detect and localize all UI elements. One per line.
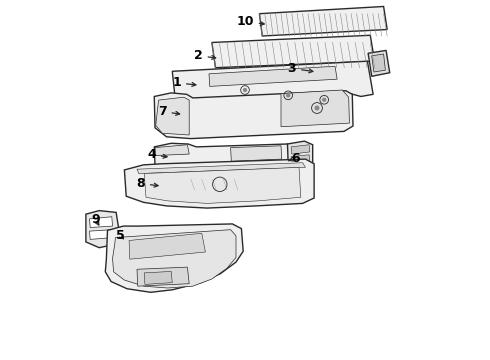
Polygon shape — [137, 267, 189, 286]
Polygon shape — [172, 61, 373, 105]
Text: 7: 7 — [158, 105, 180, 118]
Polygon shape — [156, 97, 189, 135]
Text: 1: 1 — [172, 76, 196, 89]
Text: 2: 2 — [194, 49, 216, 62]
Circle shape — [315, 105, 319, 111]
Polygon shape — [259, 6, 387, 36]
Polygon shape — [137, 163, 305, 174]
Polygon shape — [90, 230, 113, 239]
Polygon shape — [212, 35, 374, 68]
Polygon shape — [144, 271, 172, 284]
Text: 4: 4 — [147, 148, 167, 161]
Circle shape — [286, 93, 291, 98]
Polygon shape — [129, 233, 205, 259]
Polygon shape — [291, 155, 310, 164]
Polygon shape — [105, 224, 243, 292]
Polygon shape — [231, 146, 282, 161]
Polygon shape — [144, 167, 301, 203]
Text: 9: 9 — [91, 213, 100, 226]
Polygon shape — [288, 141, 313, 168]
Circle shape — [243, 88, 247, 92]
Polygon shape — [291, 145, 310, 154]
Polygon shape — [154, 91, 353, 139]
Polygon shape — [90, 217, 113, 228]
Text: 10: 10 — [236, 15, 264, 28]
Circle shape — [322, 98, 326, 102]
Text: 6: 6 — [288, 152, 300, 165]
Text: 5: 5 — [117, 229, 125, 242]
Polygon shape — [281, 90, 349, 127]
Polygon shape — [113, 230, 236, 288]
Polygon shape — [368, 50, 390, 76]
Polygon shape — [209, 66, 337, 86]
Polygon shape — [86, 211, 120, 248]
Polygon shape — [372, 54, 386, 72]
Text: 8: 8 — [136, 177, 158, 190]
Text: 3: 3 — [288, 62, 313, 75]
Polygon shape — [154, 143, 295, 166]
Polygon shape — [124, 159, 314, 208]
Polygon shape — [155, 145, 189, 156]
